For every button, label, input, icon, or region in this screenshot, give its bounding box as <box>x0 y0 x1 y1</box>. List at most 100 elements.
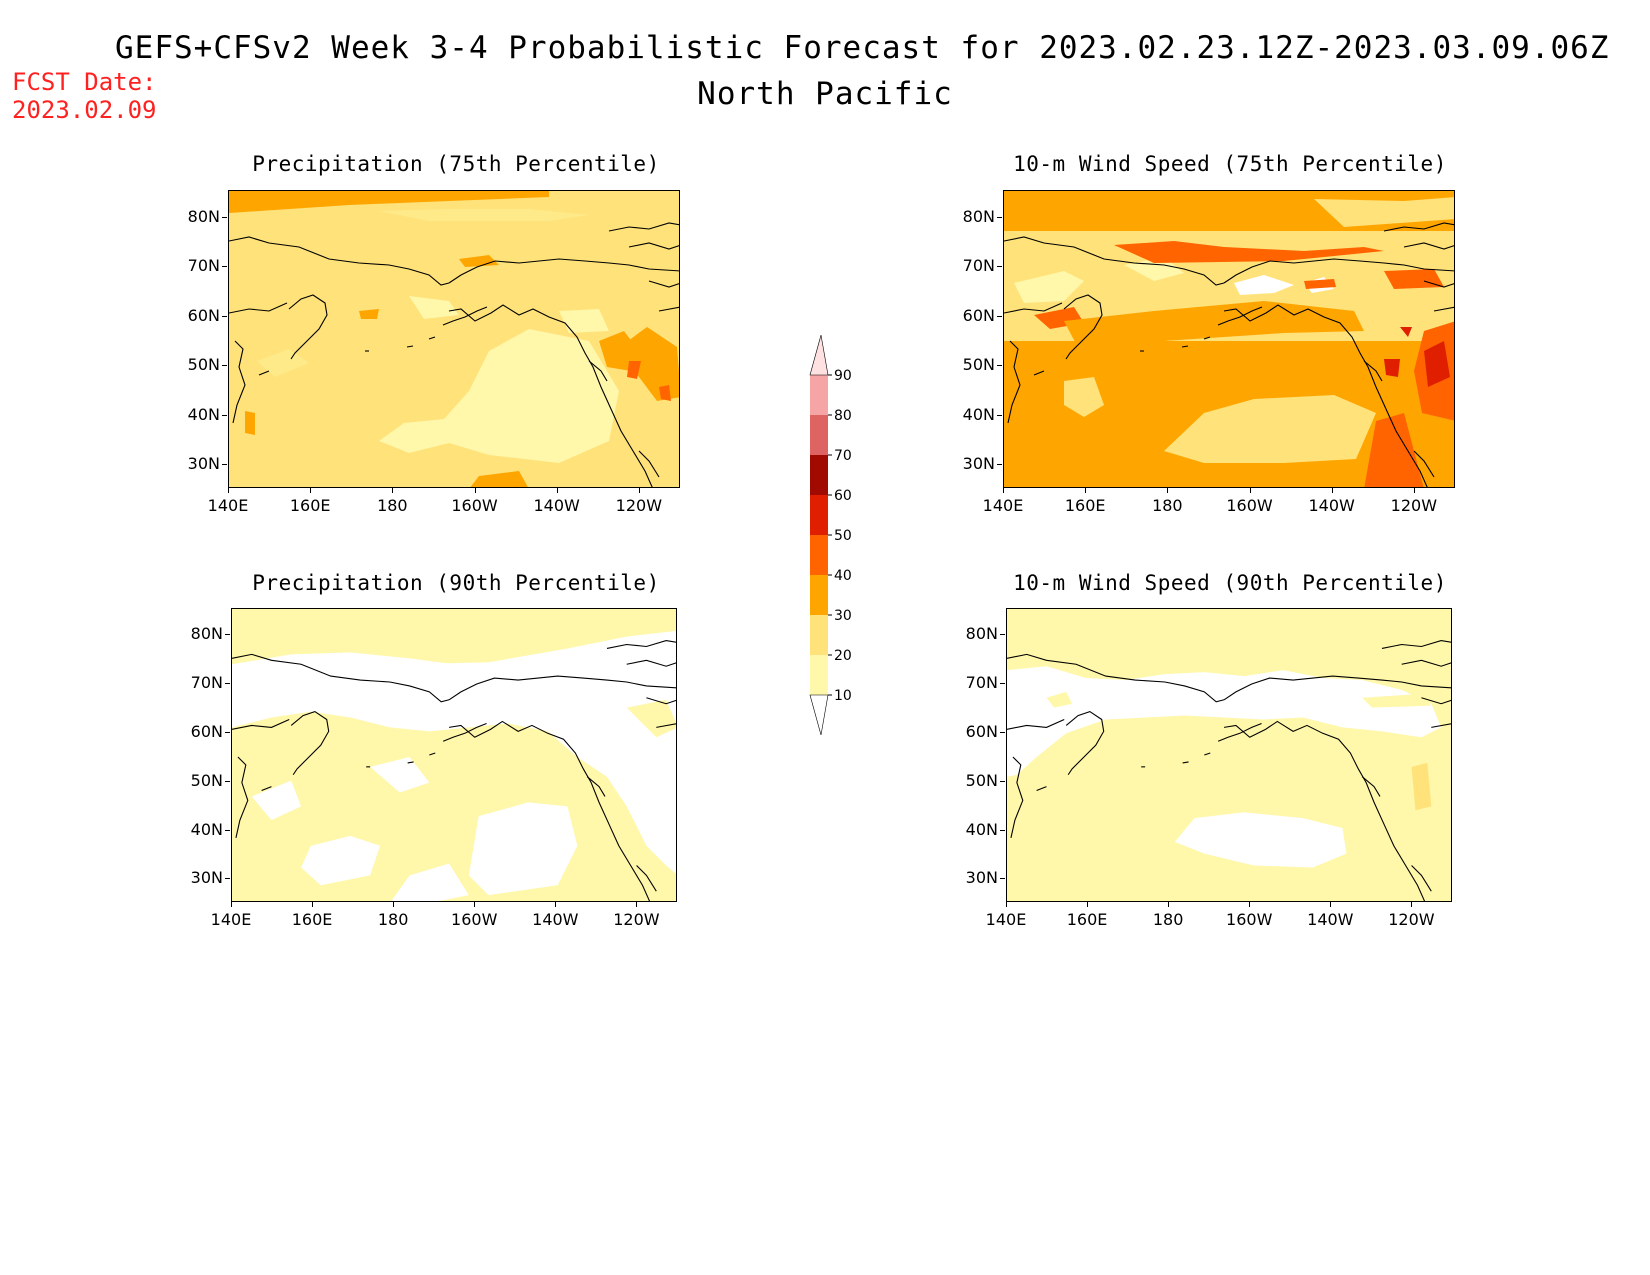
x-tick-mark <box>393 902 395 907</box>
panel-title: 10-m Wind Speed (90th Percentile) <box>1013 571 1447 595</box>
x-tick-mark <box>1249 488 1251 493</box>
x-tick-label: 140E <box>210 910 252 929</box>
y-tick-label: 40N <box>190 819 223 839</box>
colorbar-swatch <box>810 455 828 495</box>
y-tick-label: 60N <box>190 722 223 742</box>
colorbar-label: 10 <box>834 688 852 704</box>
x-tick-label: 120W <box>1390 496 1438 515</box>
x-tick-label: 120W <box>1388 910 1435 929</box>
x-tick-label: 140E <box>207 496 249 515</box>
map-contours <box>232 609 676 901</box>
x-tick-mark <box>1085 488 1087 493</box>
x-tick-label: 140W <box>1308 496 1355 515</box>
x-tick-label: 120W <box>615 496 663 515</box>
y-tick-label: 50N <box>965 770 998 790</box>
forecast-date-value: 2023.02.09 <box>12 96 157 124</box>
colorbar-swatch <box>810 375 828 415</box>
x-tick-label: 160W <box>1226 496 1273 515</box>
y-tick-mark <box>225 829 230 831</box>
colorbar-swatch <box>810 615 828 655</box>
y-tick-label: 40N <box>965 819 998 839</box>
x-tick-mark <box>636 902 638 907</box>
y-tick-mark <box>997 464 1002 466</box>
x-tick-label: 160W <box>451 496 498 515</box>
x-tick-label: 160E <box>1066 910 1108 929</box>
x-tick-label: 140E <box>985 910 1027 929</box>
y-tick-label: 50N <box>187 355 220 375</box>
x-tick-mark <box>1006 902 1007 907</box>
x-tick-label: 120W <box>613 910 660 929</box>
y-tick-label: 40N <box>962 404 995 424</box>
colorbar-bottom-cap <box>809 694 829 736</box>
y-tick-mark <box>1000 780 1005 782</box>
y-tick-mark <box>1000 829 1005 831</box>
y-tick-mark <box>1000 683 1005 685</box>
y-tick-mark <box>225 683 230 685</box>
y-tick-label: 70N <box>962 256 995 276</box>
colorbar: 90 80 70 60 50 40 30 20 10 <box>808 334 868 739</box>
y-tick-mark <box>997 365 1002 367</box>
x-tick-label: 160W <box>1226 910 1273 929</box>
x-tick-mark <box>1411 902 1413 907</box>
y-tick-mark <box>222 414 227 416</box>
y-tick-label: 50N <box>190 770 223 790</box>
y-tick-label: 30N <box>190 868 223 888</box>
x-tick-mark <box>228 488 229 493</box>
x-tick-label: 180 <box>377 910 409 929</box>
y-tick-mark <box>225 634 230 636</box>
colorbar-label: 80 <box>834 408 852 424</box>
y-tick-mark <box>1000 732 1005 734</box>
x-tick-label: 180 <box>1152 910 1184 929</box>
colorbar-label: 60 <box>834 488 852 504</box>
y-tick-label: 30N <box>965 868 998 888</box>
x-tick-label: 160E <box>1064 496 1106 515</box>
y-tick-mark <box>997 266 1002 268</box>
y-tick-label: 80N <box>962 206 995 226</box>
x-tick-mark <box>1167 488 1169 493</box>
y-tick-label: 80N <box>965 624 998 644</box>
x-tick-label: 180 <box>377 496 408 515</box>
colorbar-swatch <box>810 535 828 575</box>
x-tick-mark <box>555 902 557 907</box>
x-tick-mark <box>312 902 314 907</box>
y-tick-mark <box>222 315 227 317</box>
x-tick-mark <box>1087 902 1089 907</box>
y-tick-label: 70N <box>190 673 223 693</box>
colorbar-swatch <box>810 575 828 615</box>
x-tick-mark <box>556 488 558 493</box>
y-tick-mark <box>222 464 227 466</box>
x-tick-mark <box>1413 488 1415 493</box>
colorbar-swatch <box>810 415 828 455</box>
x-tick-mark <box>638 488 640 493</box>
map-contours <box>229 191 679 487</box>
x-tick-label: 140E <box>982 496 1024 515</box>
map-panel <box>228 190 680 488</box>
x-tick-mark <box>1003 488 1004 493</box>
colorbar-label: 90 <box>834 368 852 384</box>
y-tick-label: 60N <box>965 722 998 742</box>
colorbar-label: 30 <box>834 608 852 624</box>
colorbar-label: 20 <box>834 648 852 664</box>
y-tick-label: 60N <box>962 305 995 325</box>
colorbar-top-cap <box>809 334 829 376</box>
colorbar-label: 40 <box>834 568 852 584</box>
colorbar-label: 50 <box>834 528 852 544</box>
region-subtitle: North Pacific <box>697 76 953 112</box>
chart-title: GEFS+CFSv2 Week 3-4 Probabilistic Foreca… <box>115 30 1610 66</box>
x-tick-mark <box>231 902 232 907</box>
x-tick-label: 160W <box>451 910 498 929</box>
map-panel <box>1006 608 1452 902</box>
y-tick-mark <box>225 878 230 880</box>
map-panel <box>231 608 677 902</box>
x-tick-mark <box>1330 902 1332 907</box>
y-tick-label: 60N <box>187 305 220 325</box>
colorbar-label: 70 <box>834 448 852 464</box>
y-tick-mark <box>222 266 227 268</box>
x-tick-label: 140W <box>532 910 579 929</box>
y-tick-mark <box>222 365 227 367</box>
x-tick-mark <box>1168 902 1170 907</box>
panel-title: Precipitation (90th Percentile) <box>252 571 660 595</box>
y-tick-mark <box>1000 878 1005 880</box>
y-tick-mark <box>997 216 1002 218</box>
x-tick-label: 140W <box>533 496 580 515</box>
